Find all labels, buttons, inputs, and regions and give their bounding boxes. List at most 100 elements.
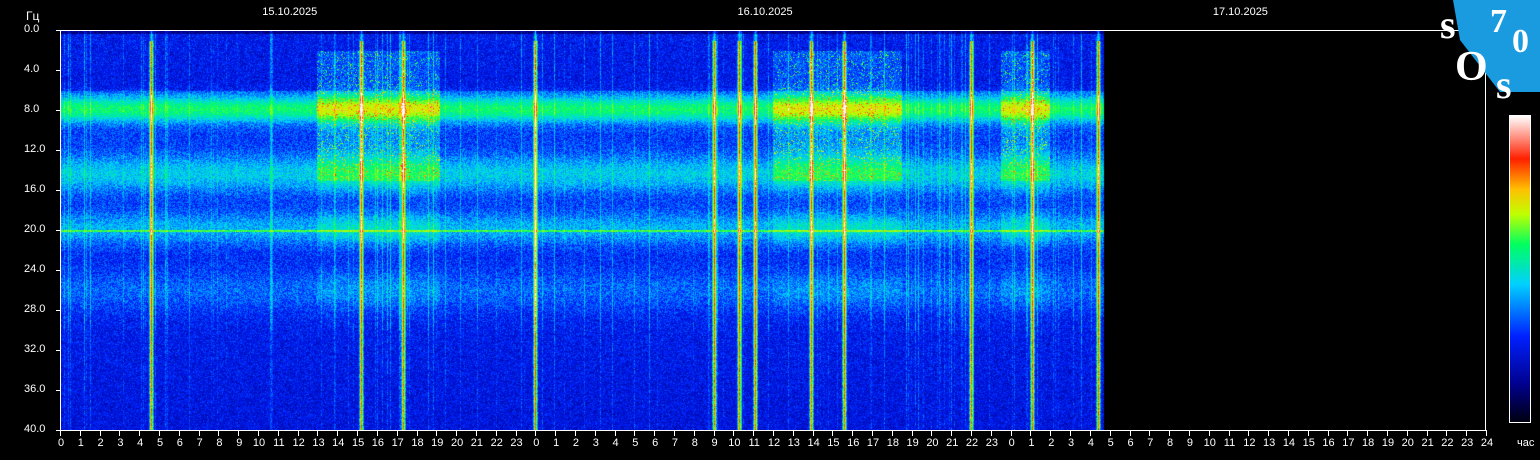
x-tick-label: 6 xyxy=(1127,437,1134,449)
x-tick-label: 10 xyxy=(728,437,741,449)
x-tick-mark xyxy=(1367,430,1369,436)
x-tick-label: 23 xyxy=(510,437,523,449)
y-tick-label: 36.0 xyxy=(24,383,46,395)
x-tick-label: 12 xyxy=(292,437,305,449)
y-tick-label: 32.0 xyxy=(24,343,46,355)
x-tick-label: 0 xyxy=(533,437,540,449)
svg-text:s: s xyxy=(1440,2,1456,47)
x-tick-label: 11 xyxy=(748,437,760,449)
x-tick-label: 24 xyxy=(1480,437,1494,449)
y-tick-mark xyxy=(56,70,61,71)
x-tick-mark xyxy=(971,430,973,436)
y-axis-unit: Гц xyxy=(26,9,40,23)
x-tick-mark xyxy=(733,430,735,436)
x-tick-mark xyxy=(891,430,893,436)
y-tick-label: 24.0 xyxy=(24,263,46,275)
x-tick-mark xyxy=(1347,430,1349,436)
x-tick-label: 18 xyxy=(1362,437,1375,449)
y-tick-mark xyxy=(56,310,61,311)
x-tick-label: 15 xyxy=(827,437,840,449)
x-tick-label: 11 xyxy=(1223,437,1236,449)
x-tick-mark xyxy=(1050,430,1052,436)
x-tick-label: 8 xyxy=(216,437,223,449)
y-tick-label: 16.0 xyxy=(24,183,46,195)
x-tick-label: 3 xyxy=(592,437,599,449)
x-tick-label: 5 xyxy=(1107,437,1114,449)
x-tick-label: 13 xyxy=(787,437,800,449)
x-tick-mark xyxy=(931,430,933,436)
x-tick-label: 17 xyxy=(1342,437,1355,449)
x-tick-mark xyxy=(1287,430,1289,436)
spectrogram-heatmap xyxy=(60,31,1114,430)
x-tick-mark xyxy=(1466,430,1468,436)
x-tick-label: 3 xyxy=(1068,437,1075,449)
x-tick-label: 16 xyxy=(847,437,860,449)
x-tick-label: 5 xyxy=(632,437,639,449)
x-tick-mark xyxy=(159,430,161,436)
x-tick-label: 23 xyxy=(985,437,998,449)
x-tick-label: 20 xyxy=(450,437,464,449)
x-tick-mark xyxy=(495,430,497,436)
x-tick-mark xyxy=(1109,430,1111,436)
x-tick-mark xyxy=(535,430,537,436)
x-tick-label: 6 xyxy=(176,437,183,449)
x-tick-mark xyxy=(832,430,834,436)
y-tick-label: 28.0 xyxy=(24,303,46,315)
x-tick-mark xyxy=(1169,430,1171,436)
x-tick-label: 2 xyxy=(97,437,104,449)
svg-text:0: 0 xyxy=(1512,23,1529,60)
x-tick-label: 8 xyxy=(691,437,698,449)
x-tick-mark xyxy=(594,430,596,436)
y-tick-mark xyxy=(56,390,61,391)
x-tick-mark xyxy=(1030,430,1032,436)
plot-frame xyxy=(60,30,1486,430)
x-tick-mark xyxy=(1446,430,1448,436)
y-tick-mark xyxy=(56,230,61,231)
svg-text:O: O xyxy=(1455,44,1488,90)
x-tick-label: 9 xyxy=(711,437,718,449)
x-tick-mark xyxy=(515,430,517,436)
x-tick-mark xyxy=(753,430,755,436)
x-tick-label: 22 xyxy=(965,437,979,449)
x-tick-label: 14 xyxy=(807,437,820,449)
x-tick-label: 22 xyxy=(490,437,503,449)
x-tick-mark xyxy=(317,430,319,436)
x-tick-mark xyxy=(614,430,616,436)
x-tick-mark xyxy=(1406,430,1408,436)
x-tick-mark xyxy=(79,430,81,436)
x-tick-label: 15 xyxy=(351,437,365,449)
x-tick-label: 13 xyxy=(1263,437,1276,449)
x-tick-mark xyxy=(139,430,141,436)
x-tick-label: 18 xyxy=(411,437,424,449)
x-tick-label: 2 xyxy=(572,437,579,449)
x-tick-mark xyxy=(673,430,675,436)
x-tick-label: 18 xyxy=(886,437,899,449)
x-tick-mark xyxy=(792,430,794,436)
x-tick-mark xyxy=(911,430,913,436)
x-tick-label: 15 xyxy=(1302,437,1315,449)
x-tick-label: 16 xyxy=(371,437,384,449)
x-tick-mark xyxy=(178,430,180,436)
x-tick-label: 17 xyxy=(391,437,404,449)
x-tick-mark xyxy=(99,430,101,436)
x-tick-mark xyxy=(396,430,398,436)
x-tick-label: 9 xyxy=(1186,437,1193,449)
x-tick-mark xyxy=(1208,430,1210,436)
x-tick-mark xyxy=(258,430,260,436)
x-tick-label: 12 xyxy=(767,437,781,449)
x-tick-mark xyxy=(238,430,240,436)
x-tick-mark xyxy=(1129,430,1131,436)
x-tick-mark xyxy=(1149,430,1151,436)
x-tick-mark xyxy=(634,430,636,436)
x-tick-mark xyxy=(357,430,359,436)
y-tick-label: 8.0 xyxy=(24,103,40,115)
x-tick-label: 0 xyxy=(1008,437,1015,449)
x-tick-mark xyxy=(337,430,339,436)
x-tick-mark xyxy=(60,430,61,436)
x-tick-mark xyxy=(852,430,854,436)
y-tick-label: 0.0 xyxy=(24,23,40,35)
x-tick-mark xyxy=(1070,430,1072,436)
x-tick-label: 10 xyxy=(1203,437,1216,449)
x-tick-mark xyxy=(1089,430,1091,436)
x-tick-label: 7 xyxy=(196,437,203,449)
